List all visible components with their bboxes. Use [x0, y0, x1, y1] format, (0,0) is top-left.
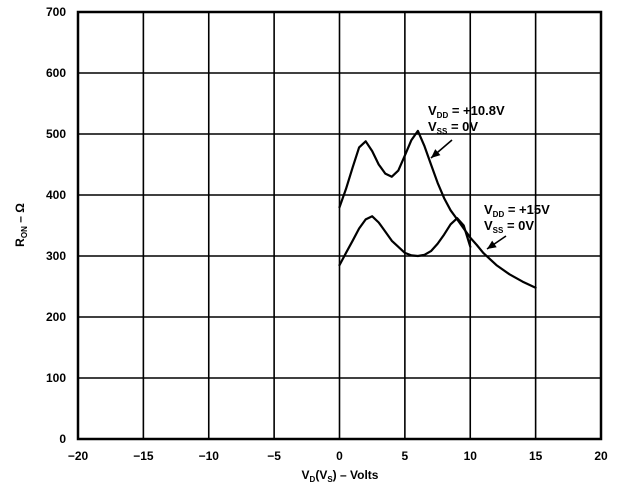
y-axis-title-end: – Ω: [13, 203, 27, 226]
x-tick-label: 20: [594, 449, 608, 463]
annotation-0-line1: VDD = +10.8V: [428, 103, 505, 120]
annotation-1-line1: VDD = +15V: [484, 202, 550, 219]
plot-frame: [76, 10, 603, 441]
y-tick-label: 300: [46, 249, 66, 263]
x-axis-title-sub1: D: [310, 475, 316, 484]
annotation-1-line2-sub: SS: [493, 226, 504, 235]
x-axis-title-mid: (V: [315, 468, 327, 482]
series-line-0: [338, 129, 537, 289]
annotation-0-line2: VSS = 0V: [428, 119, 478, 136]
y-axis-title: RON – Ω: [13, 203, 29, 247]
annotation-0-line1-sub: DD: [437, 111, 449, 120]
x-tick-label: 0: [336, 449, 343, 463]
y-tick-label: 400: [46, 188, 66, 202]
annotation-0-line1-value: = +10.8V: [448, 103, 505, 118]
annotation-0-line1-main: V: [428, 103, 437, 118]
y-tick-label: 200: [46, 310, 66, 324]
y-tick-label: 600: [46, 66, 66, 80]
annotation-1-arrow: [486, 235, 507, 250]
annotation-series-0: VDD = +10.8V VSS = 0V: [428, 103, 505, 136]
y-tick-label: 0: [59, 432, 66, 446]
annotation-1-line1-value: = +15V: [504, 202, 550, 217]
x-axis-title-end: ) – Volts: [333, 468, 379, 482]
annotation-0-line2-main: V: [428, 119, 437, 134]
x-tick-label: −10: [199, 449, 220, 463]
annotation-0-line2-value: = 0V: [447, 119, 478, 134]
x-axis-title: VD(VS) – Volts: [302, 468, 379, 484]
annotation-1-line1-main: V: [484, 202, 493, 217]
x-axis-title-main: V: [302, 468, 310, 482]
tick-labels: −20 −15 −10 −5 0 5 10 15 20010020030040050060070…: [46, 5, 608, 463]
x-tick-label: −20: [68, 449, 89, 463]
x-tick-label: 5: [402, 449, 409, 463]
annotation-1-line2: VSS = 0V: [484, 218, 534, 235]
x-axis-title-sub2: S: [327, 475, 333, 484]
x-tick-label: −5: [267, 449, 281, 463]
y-tick-label: 500: [46, 127, 66, 141]
annotation-0-line2-sub: SS: [437, 127, 448, 136]
data-lines: [338, 129, 537, 289]
annotation-1-line2-main: V: [484, 218, 493, 233]
y-tick-label: 100: [46, 371, 66, 385]
y-tick-label: 700: [46, 5, 66, 19]
annotation-0-arrow: [430, 139, 453, 159]
y-axis-title-sub: ON: [20, 226, 29, 238]
x-tick-label: −15: [133, 449, 154, 463]
x-tick-label: 15: [529, 449, 543, 463]
annotation-1-line1-sub: DD: [493, 210, 505, 219]
annotation-1-line2-value: = 0V: [503, 218, 534, 233]
series-line-1: [338, 215, 472, 267]
x-tick-label: 10: [464, 449, 478, 463]
y-axis-title-main: R: [13, 238, 27, 247]
annotation-arrows: [430, 139, 507, 250]
annotation-series-1: VDD = +15V VSS = 0V: [484, 202, 550, 235]
